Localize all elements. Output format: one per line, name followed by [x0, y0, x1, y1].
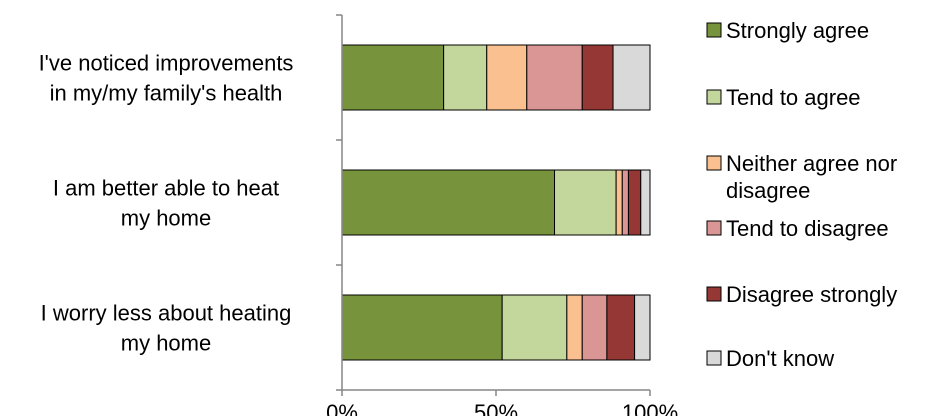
bar-segment-2-4 [606, 294, 636, 361]
category-label: I worry less about heating [41, 301, 292, 326]
legend-swatch [706, 22, 722, 38]
legend-swatch [706, 220, 722, 236]
bar-segment-0-4 [581, 44, 614, 111]
legend-label: Disagree strongly [726, 282, 897, 307]
bar-segment-1-0 [341, 169, 556, 236]
bar-segment-0-0 [341, 44, 445, 111]
bar-segment-2-5 [634, 294, 651, 361]
category-label: I've noticed improvements [39, 51, 294, 76]
bar-segment-0-5 [612, 44, 651, 111]
legend-label: Tend to disagree [726, 216, 889, 241]
bar-segment-1-4 [627, 169, 642, 236]
category-label: in my/my family's health [50, 81, 283, 106]
bar-segment-2-0 [341, 294, 503, 361]
bar-segment-1-1 [554, 169, 617, 236]
bar-segment-2-2 [566, 294, 583, 361]
legend-label: disagree [726, 178, 810, 203]
legend-swatch [706, 89, 722, 105]
bar-segment-0-1 [443, 44, 488, 111]
legend-label: Neither agree nor [726, 151, 897, 176]
bar-segment-0-2 [486, 44, 528, 111]
bar-segment-2-1 [501, 294, 568, 361]
legend-label: Don't know [726, 346, 834, 371]
legend-swatch [706, 155, 722, 171]
bar-segment-1-2 [615, 169, 623, 236]
x-tick-label: 100% [622, 400, 678, 416]
bar-segment-1-3 [621, 169, 629, 236]
bar-segment-2-3 [581, 294, 608, 361]
x-tick-label: 50% [474, 400, 518, 416]
category-label: my home [121, 331, 211, 356]
legend-label: Strongly agree [726, 18, 869, 43]
legend-swatch [706, 286, 722, 302]
legend-swatch [706, 350, 722, 366]
x-tick-label: 0% [326, 400, 358, 416]
bar-segment-1-5 [640, 169, 651, 236]
bar-segment-0-3 [526, 44, 583, 111]
legend-label: Tend to agree [726, 85, 861, 110]
category-label: my home [121, 206, 211, 231]
category-label: I am better able to heat [53, 176, 279, 201]
